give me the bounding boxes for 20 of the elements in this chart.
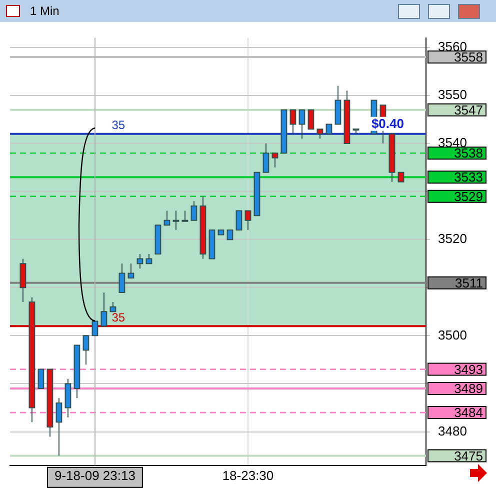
y-tick-label: 3500 bbox=[438, 327, 467, 342]
annotation: 35 bbox=[112, 310, 126, 324]
y-tick-label: 3520 bbox=[438, 231, 467, 246]
band-label: $0.40 bbox=[371, 116, 404, 131]
ref-line-label: 3475 bbox=[454, 448, 483, 464]
ref-line-label: 3533 bbox=[454, 170, 483, 185]
ref-line-label: 3511 bbox=[455, 275, 483, 290]
ref-line-label: 3538 bbox=[454, 146, 483, 161]
ref-line-label: 3547 bbox=[454, 102, 483, 118]
y-tick-label: 3480 bbox=[438, 423, 467, 438]
ref-line-label: 3493 bbox=[454, 362, 483, 377]
annotation: 35 bbox=[112, 118, 126, 132]
ref-line-label: 3484 bbox=[454, 405, 483, 420]
ref-line-label: 3489 bbox=[454, 381, 483, 396]
y-tick-label: 3550 bbox=[438, 87, 467, 102]
x-tick-label: 9-18-09 23:13 bbox=[54, 468, 136, 483]
x-tick-label: 18-23:30 bbox=[222, 468, 274, 483]
chart-title: 1 Min bbox=[30, 4, 60, 18]
ref-line-label: 3558 bbox=[454, 50, 483, 65]
ref-line-label: 3529 bbox=[454, 188, 483, 204]
